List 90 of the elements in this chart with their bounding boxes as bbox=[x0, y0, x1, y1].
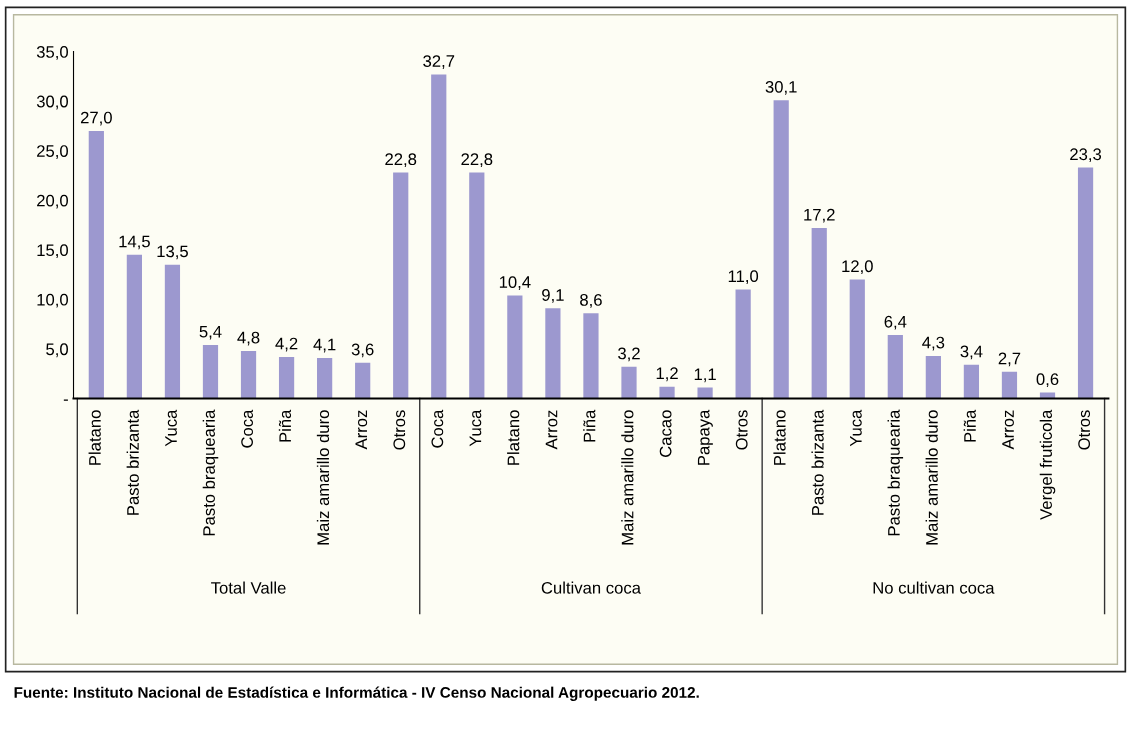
x-tick-label: Yuca bbox=[850, 409, 862, 447]
x-tick-label: Yuca bbox=[165, 409, 177, 447]
x-tick-label: Maiz amarillo duro bbox=[925, 410, 938, 545]
x-tick-label: Platano bbox=[88, 410, 101, 465]
bar bbox=[317, 357, 333, 399]
source-note: Fuente: Instituto Nacional de Estadística e Informática - IV Censo Nacional Agropecuario 2012. bbox=[14, 686, 699, 701]
x-tick-label: Platano bbox=[773, 410, 786, 465]
bar bbox=[621, 366, 637, 399]
x-tick-label: Arroz bbox=[1002, 410, 1014, 450]
x-tick-label: Cacao bbox=[659, 410, 672, 457]
x-tick-label: Papaya bbox=[697, 409, 713, 465]
bar bbox=[202, 345, 219, 399]
bar bbox=[240, 350, 257, 399]
x-tick-label: Pasto brizanta bbox=[126, 409, 139, 515]
data-label: 1,1 bbox=[694, 368, 716, 383]
data-label: 3,2 bbox=[618, 347, 640, 362]
y-tick-label: 30,0 bbox=[36, 95, 69, 110]
bar bbox=[887, 335, 903, 399]
bar bbox=[278, 356, 295, 399]
data-label: 4,1 bbox=[313, 338, 336, 353]
y-tick-label: - bbox=[63, 399, 68, 401]
bar bbox=[925, 355, 941, 399]
data-label: 1,2 bbox=[656, 367, 678, 382]
x-tick-label: Coca bbox=[241, 409, 253, 448]
bar bbox=[507, 295, 523, 399]
y-tick-label: 10,0 bbox=[37, 293, 69, 308]
bar bbox=[469, 172, 485, 399]
data-label: 11,0 bbox=[728, 270, 759, 285]
data-label: 14,5 bbox=[119, 235, 150, 250]
data-label: 2,7 bbox=[998, 352, 1021, 367]
x-tick-label: Maiz amarillo duro bbox=[316, 410, 330, 545]
x-tick-label: Piña bbox=[583, 409, 596, 442]
text: No cultivan coca bbox=[873, 581, 995, 594]
x-tick-label: Piña bbox=[963, 409, 976, 442]
data-label: 22,8 bbox=[385, 153, 417, 168]
bar bbox=[431, 74, 447, 399]
data-label: 4,3 bbox=[922, 336, 945, 351]
y-tick-label: 35,0 bbox=[36, 46, 69, 60]
data-label: 32,7 bbox=[423, 55, 455, 69]
x-tick-label: Arroz bbox=[355, 410, 368, 450]
x-tick-label: Otros bbox=[1078, 410, 1091, 450]
x-tick-label: Arroz bbox=[545, 410, 558, 450]
bar bbox=[773, 100, 789, 399]
bar bbox=[164, 264, 181, 399]
y-tick-label: 15,0 bbox=[37, 244, 69, 259]
data-label: 4,8 bbox=[237, 331, 260, 346]
data-label: 8,6 bbox=[580, 294, 602, 308]
bar bbox=[1001, 371, 1018, 399]
data-label: 13,5 bbox=[157, 245, 188, 260]
data-label: 10,4 bbox=[499, 276, 531, 290]
bar bbox=[1077, 167, 1094, 399]
data-label: 17,2 bbox=[804, 208, 835, 223]
bar bbox=[849, 279, 865, 399]
bar bbox=[88, 130, 104, 399]
text: Cultivan coca bbox=[541, 581, 641, 594]
y-tick-label: 25,0 bbox=[37, 145, 69, 159]
y-tick-label: 20,0 bbox=[37, 194, 69, 209]
x-tick-label: Otros bbox=[393, 410, 406, 450]
x-tick-label: Piña bbox=[278, 409, 292, 442]
bar bbox=[735, 289, 751, 399]
data-label: 22,8 bbox=[461, 153, 493, 168]
y-tick-label: 5,0 bbox=[46, 343, 68, 358]
data-label: 4,2 bbox=[275, 337, 298, 352]
x-tick-label: Pasto brizanta bbox=[811, 409, 824, 515]
data-label: 3,4 bbox=[960, 345, 983, 360]
bar bbox=[583, 313, 599, 399]
x-tick-label: Vergel fruticola bbox=[1039, 409, 1056, 520]
data-label: 12,0 bbox=[842, 260, 873, 275]
data-label: 23,3 bbox=[1070, 148, 1102, 163]
data-label: 30,1 bbox=[765, 80, 797, 95]
x-tick-label: Platano bbox=[507, 410, 520, 465]
bar bbox=[963, 364, 980, 399]
x-tick-label: Maiz amarillo duro bbox=[621, 410, 634, 545]
data-label: 9,1 bbox=[542, 289, 564, 303]
x-tick-label: Pasto braquearia bbox=[887, 409, 904, 536]
data-label: 0,6 bbox=[1036, 373, 1059, 388]
x-tick-label: Coca bbox=[431, 409, 444, 448]
bar bbox=[355, 362, 371, 399]
x-tick-label: Yuca bbox=[469, 409, 482, 447]
bar bbox=[545, 308, 561, 399]
data-label: 5,4 bbox=[199, 325, 222, 340]
bar bbox=[126, 254, 142, 399]
bar bbox=[811, 228, 827, 399]
text: Total Valle bbox=[211, 581, 286, 594]
x-tick-label: Otros bbox=[735, 410, 748, 450]
data-label: 6,4 bbox=[884, 315, 907, 330]
bar bbox=[393, 172, 409, 399]
data-label: 3,6 bbox=[351, 343, 374, 358]
data-label: 27,0 bbox=[80, 111, 112, 126]
x-tick-label: Pasto braquearia bbox=[202, 409, 219, 536]
